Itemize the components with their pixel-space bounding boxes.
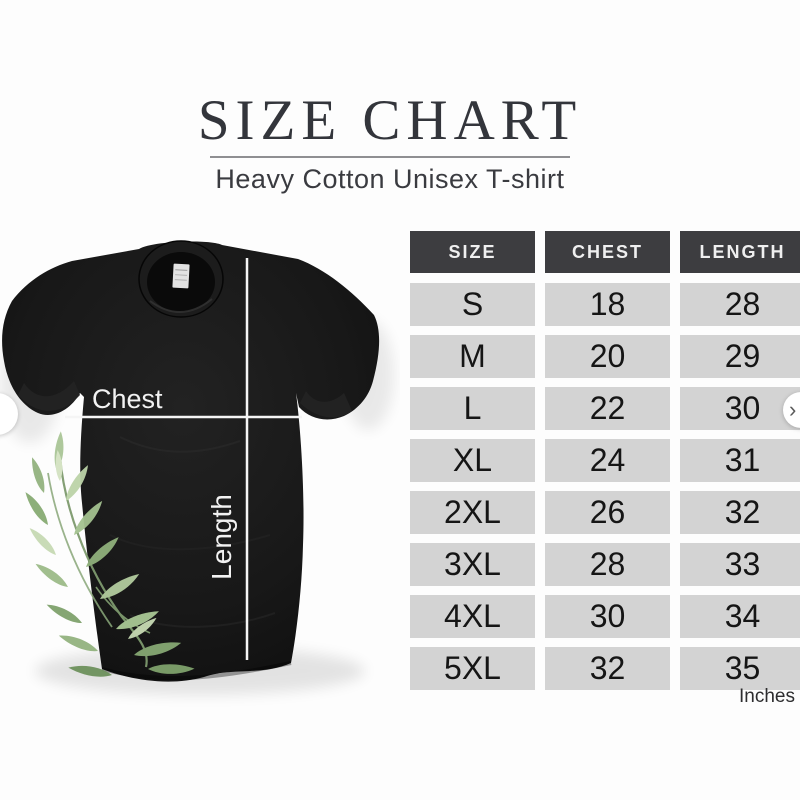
table-cell: 28: [545, 543, 670, 586]
tshirt-measurement-diagram: Chest Length: [0, 240, 394, 695]
table-cell: 32: [545, 647, 670, 690]
column-header-length: LENGTH: [680, 231, 800, 273]
page-title: SIZE CHART: [197, 89, 583, 152]
table-cell: 33: [680, 543, 800, 586]
neck-tag: [172, 263, 190, 289]
size-chart-table: SIZE CHEST LENGTH S 18 28 M 20 29 L 22 3…: [410, 231, 800, 690]
column-header-size: SIZE: [410, 231, 535, 273]
table-cell: 24: [545, 439, 670, 482]
table-cell: 2XL: [410, 491, 535, 534]
table-cell: L: [410, 387, 535, 430]
carousel-prev-button[interactable]: ‹: [0, 393, 18, 435]
length-label: Length: [206, 494, 237, 580]
table-cell: 26: [545, 491, 670, 534]
table-cell: 5XL: [410, 647, 535, 690]
table-cell: 20: [545, 335, 670, 378]
table-cell: 28: [680, 283, 800, 326]
table-cell: 18: [545, 283, 670, 326]
chevron-right-icon: ›: [789, 397, 797, 422]
table-cell: 4XL: [410, 595, 535, 638]
chest-label: Chest: [92, 384, 163, 414]
table-cell: XL: [410, 439, 535, 482]
table-cell: 3XL: [410, 543, 535, 586]
table-cell: 35: [680, 647, 800, 690]
units-label: Inches: [739, 686, 795, 707]
black-tshirt-photo: [2, 240, 380, 682]
table-cell: 30: [680, 387, 800, 430]
table-cell: 34: [680, 595, 800, 638]
title-divider: [210, 156, 570, 158]
table-cell: 30: [545, 595, 670, 638]
table-cell: M: [410, 335, 535, 378]
table-cell: S: [410, 283, 535, 326]
table-cell: 22: [545, 387, 670, 430]
column-header-chest: CHEST: [545, 231, 670, 273]
chevron-left-icon: ‹: [0, 401, 1, 427]
chart-heading: SIZE CHART Heavy Cotton Unisex T-shirt: [0, 92, 780, 195]
table-cell: 32: [680, 491, 800, 534]
table-cell: 29: [680, 335, 800, 378]
page-subtitle: Heavy Cotton Unisex T-shirt: [215, 164, 565, 194]
measurement-overlay: Chest Length: [65, 258, 302, 660]
table-cell: 31: [680, 439, 800, 482]
carousel-next-button[interactable]: ›: [783, 392, 800, 428]
leaf-branch-decoration: [23, 430, 195, 682]
